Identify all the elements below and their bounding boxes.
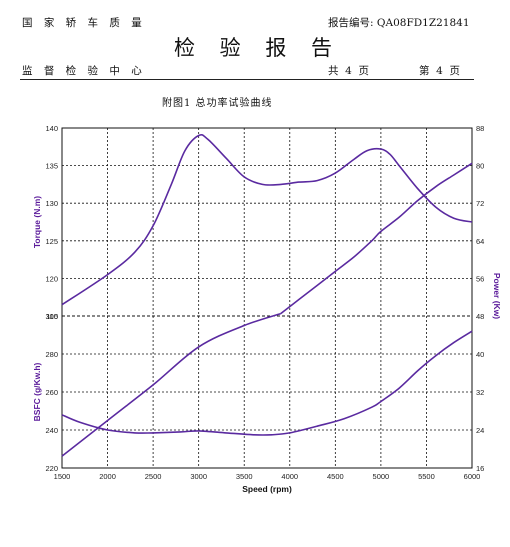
bsfc-tick-label: 220 [45,464,58,473]
x-tick-label: 6000 [464,472,481,481]
bsfc-axis-label: BSFC (g/Kw.h) [32,362,42,421]
bsfc-tick-label: 300 [45,312,58,321]
torque-tick-label: 125 [45,237,58,246]
page-total: 共 4 页 [328,65,370,77]
torque-tick-label: 115 [46,312,58,321]
torque-axis-label: Torque (N.m) [32,196,42,248]
supervision-center: 监 督 检 验 中 心 [22,65,146,77]
x-tick-label: 5000 [373,472,390,481]
report-number-label: 报告编号: [328,17,374,29]
torque-tick-label: 140 [45,124,58,133]
report-number: 报告编号: QA08FD1Z21841 [328,15,470,30]
power-tick-label: 80 [476,162,484,171]
power-tick-label: 88 [476,124,484,133]
torque-tick-label: 130 [45,199,58,208]
power-tick-label: 72 [476,199,484,208]
power-tick-label: 56 [476,274,484,283]
power-tick-label: 64 [476,237,484,246]
plot-frame [61,127,473,469]
torque-tick-label: 120 [45,274,58,283]
power-tick-label: 24 [476,426,484,435]
x-tick-label: 3000 [190,472,207,481]
power-curve-lower [61,312,281,457]
torque-curve [61,133,473,306]
report-number-value: QA08FD1Z21841 [376,17,470,29]
org-name: 国 家 轿 车 质 量 [22,17,146,29]
power-curve-upper [280,162,473,315]
torque-tick-label: 135 [45,162,58,171]
x-tick-label: 2500 [145,472,162,481]
bsfc-tick-label: 260 [45,388,58,397]
bsfc-curve [61,330,473,436]
x-tick-label: 5500 [418,472,435,481]
report-title: 检 验 报 告 [174,36,342,60]
figure-caption: 附图1 总功率试验曲线 [162,98,273,109]
power-tick-label: 48 [476,312,484,321]
bsfc-tick-label: 240 [45,426,58,435]
bsfc-tick-label: 280 [45,350,58,359]
power-axis-label: Power (Kw) [492,273,502,319]
x-axis-label: Speed (rpm) [242,484,292,494]
x-tick-label: 2000 [99,472,116,481]
x-tick-label: 1500 [54,472,71,481]
power-tick-label: 16 [476,464,484,473]
x-tick-label: 4500 [327,472,344,481]
power-tick-label: 40 [476,350,484,359]
header-divider [20,79,474,80]
power-tick-label: 32 [476,388,484,397]
x-tick-label: 4000 [281,472,298,481]
x-tick-label: 3500 [236,472,253,481]
page-current: 第 4 页 [419,65,461,77]
